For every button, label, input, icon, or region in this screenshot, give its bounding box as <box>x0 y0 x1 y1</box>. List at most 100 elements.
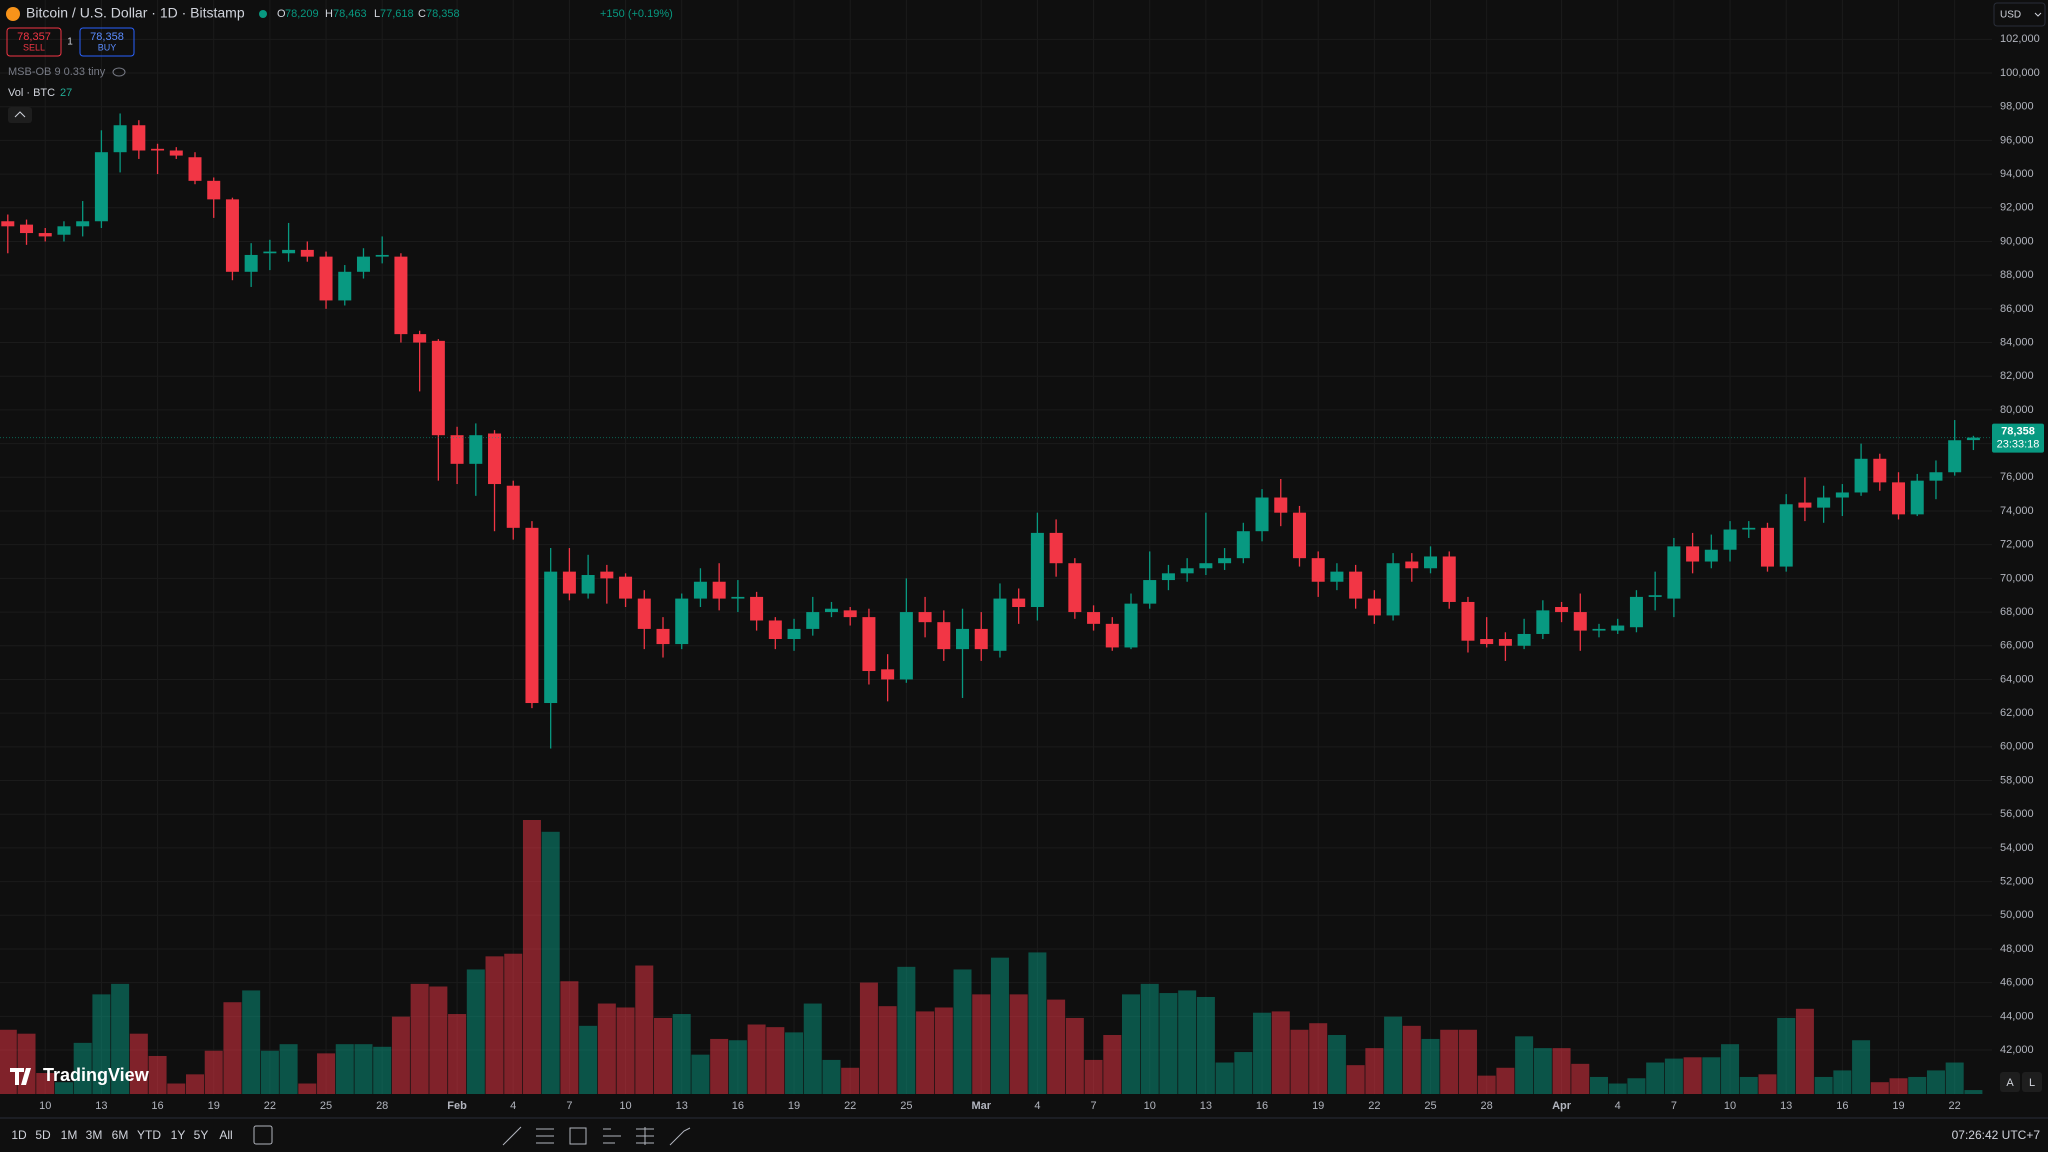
volume-bar <box>1571 1063 1590 1094</box>
collapse-button[interactable] <box>8 107 32 123</box>
volume-bar <box>1964 1090 1983 1094</box>
buy-button[interactable] <box>79 27 135 57</box>
x-tick-label: 13 <box>1780 1100 1792 1112</box>
candle-body <box>244 254 258 272</box>
range-button[interactable]: 1Y <box>171 1128 186 1142</box>
x-tick-label: 16 <box>732 1100 744 1112</box>
candle-body <box>562 571 576 594</box>
candle-body <box>1292 512 1306 559</box>
candle-body <box>1536 610 1550 634</box>
sell-price: 78,357 <box>17 31 51 43</box>
rectangle-tool[interactable] <box>569 1127 587 1145</box>
y-tick-label: 92,000 <box>2000 202 2034 214</box>
volume-bar <box>1234 1052 1253 1094</box>
volume-bar <box>579 1025 598 1094</box>
volume-bar <box>822 1059 841 1094</box>
candle-body <box>300 249 314 257</box>
y-tick-label: 90,000 <box>2000 235 2034 247</box>
currency: USD <box>2000 10 2021 21</box>
volume-bar <box>167 1083 186 1094</box>
volume-bar <box>148 1055 167 1094</box>
volume-bar <box>1515 1036 1534 1094</box>
brush-tool[interactable] <box>669 1127 691 1146</box>
volume-bar <box>1103 1035 1122 1094</box>
brand: TradingView <box>43 1065 150 1085</box>
measure-tool[interactable] <box>636 1127 654 1145</box>
candle-body <box>1704 549 1718 562</box>
volume-bar <box>1309 1023 1328 1094</box>
candle-body <box>431 340 445 436</box>
range-button[interactable]: 1D <box>11 1128 27 1142</box>
candle-body <box>637 598 651 629</box>
volume-pane <box>0 820 1983 1094</box>
countdown: 23:33:18 <box>1997 438 2040 450</box>
volume-bar <box>953 969 972 1094</box>
candle-body <box>1330 571 1344 582</box>
candle-body <box>413 334 427 343</box>
y-tick-label: 94,000 <box>2000 168 2034 180</box>
spread: 1 <box>67 37 73 48</box>
volume-bar <box>1683 1057 1702 1094</box>
x-tick-label: 25 <box>1424 1100 1436 1112</box>
range-button[interactable]: YTD <box>137 1128 161 1142</box>
volume-bar <box>859 982 878 1094</box>
y-tick-label: 82,000 <box>2000 370 2034 382</box>
visibility-icon[interactable] <box>112 67 126 77</box>
x-tick-label: 19 <box>1892 1100 1904 1112</box>
date-range-icon[interactable] <box>253 1125 273 1145</box>
auto-scale-button[interactable] <box>2000 1072 2020 1092</box>
x-tick-label: 10 <box>1144 1100 1156 1112</box>
y-tick-label: 52,000 <box>2000 875 2034 887</box>
candle-body <box>1049 532 1063 564</box>
volume-bar <box>448 1014 467 1094</box>
range-button[interactable]: All <box>219 1128 232 1142</box>
range-button[interactable]: 5Y <box>194 1128 209 1142</box>
range-button[interactable]: 1M <box>61 1128 78 1142</box>
candle-body <box>731 596 745 599</box>
candle-body <box>1255 497 1269 532</box>
ohlc-key: H <box>325 8 333 20</box>
clock: 07:26:42 UTC+7 <box>1952 1128 2041 1142</box>
ohlc-key: O <box>277 8 286 20</box>
volume-bar <box>466 969 485 1094</box>
volume-bar <box>1814 1076 1833 1094</box>
volume-bar <box>73 1042 92 1094</box>
trend-line-tool[interactable] <box>502 1126 522 1146</box>
fib-tool[interactable] <box>536 1128 554 1144</box>
x-tick-label: 28 <box>376 1100 388 1112</box>
sell-button[interactable] <box>6 27 62 57</box>
candle-body <box>375 254 389 257</box>
volume-bar <box>1253 1012 1272 1094</box>
ohlc-value: 78,209 <box>285 8 319 20</box>
volume-bar <box>298 1083 317 1094</box>
collapse-icon <box>14 111 26 118</box>
volume-bar <box>1926 1070 1945 1094</box>
pattern-tool[interactable] <box>603 1128 621 1144</box>
volume-bar <box>1028 952 1047 1094</box>
y-tick-label: 100,000 <box>2000 67 2040 79</box>
volume-bar <box>654 1017 672 1094</box>
range-button[interactable]: 3M <box>86 1128 103 1142</box>
volume-bar <box>204 1050 223 1094</box>
volume-bar <box>1159 993 1178 1094</box>
volume-bar <box>1758 1074 1777 1094</box>
volume-bar <box>92 994 111 1094</box>
volume-bar <box>1646 1062 1665 1094</box>
candle-body <box>319 256 333 301</box>
volume-bar <box>616 1007 635 1094</box>
volume-bar <box>1047 999 1066 1094</box>
x-tick-label: 7 <box>566 1100 572 1112</box>
range-button[interactable]: 6M <box>112 1128 129 1142</box>
volume-bar <box>1402 1025 1421 1094</box>
candle-body <box>806 612 820 629</box>
volume-bar <box>1795 1008 1814 1094</box>
volume-bar <box>17 1033 36 1094</box>
volume-bar <box>354 1044 373 1094</box>
candle-body <box>1742 527 1756 530</box>
volume-bar <box>335 1044 354 1094</box>
candle-body <box>1854 458 1868 493</box>
currency-button[interactable] <box>1993 2 2046 27</box>
log-scale-button[interactable] <box>2022 1072 2042 1092</box>
range-button[interactable]: 5D <box>35 1128 51 1142</box>
